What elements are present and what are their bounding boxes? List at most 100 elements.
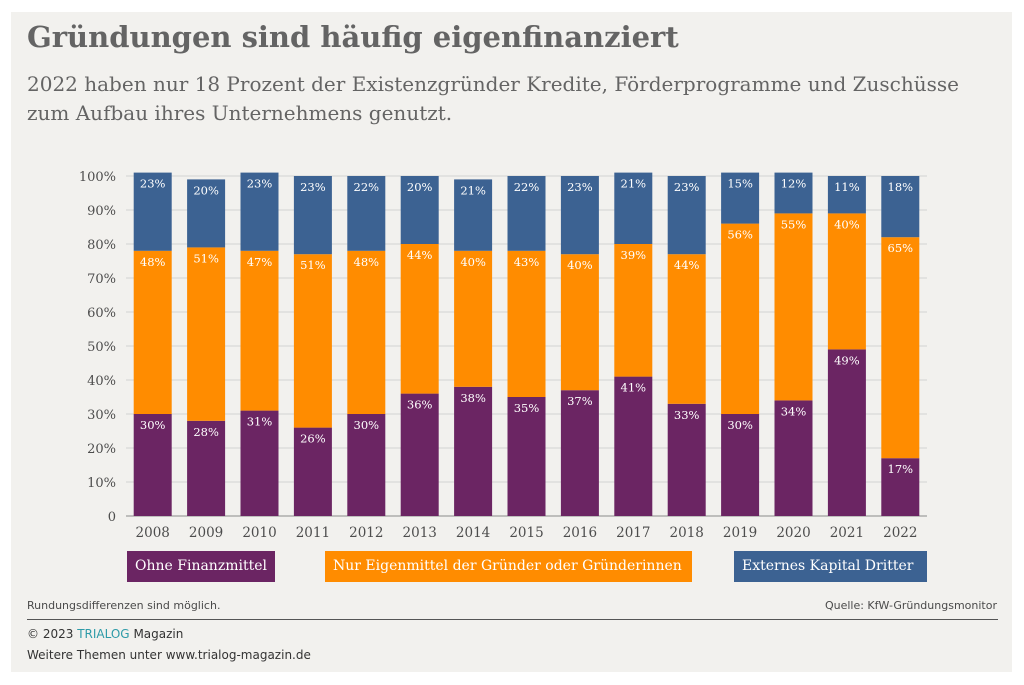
data-label: 31% — [247, 415, 273, 429]
chart-subtitle: 2022 haben nur 18 Prozent der Existenzgr… — [27, 72, 960, 125]
y-tick-label: 60% — [87, 306, 116, 321]
bar-segment — [881, 458, 920, 516]
data-label: 12% — [781, 177, 807, 191]
copyright-suffix: Magazin — [133, 627, 184, 641]
data-label: 23% — [674, 180, 700, 194]
bar-segment — [133, 172, 172, 251]
data-label: 23% — [567, 180, 593, 194]
bar-segment — [774, 213, 813, 401]
x-tick-label: 2016 — [563, 525, 597, 541]
data-label: 30% — [354, 418, 380, 432]
bar-segment — [774, 172, 813, 214]
bar-segment — [293, 176, 332, 255]
data-label: 34% — [781, 404, 807, 418]
source-note: Quelle: KfW-Gründungsmonitor — [824, 599, 997, 612]
bar-segment — [400, 393, 439, 516]
chart-frame: Gründungen sind häufig eigenfinanziert 2… — [11, 12, 1012, 672]
footer-divider — [27, 619, 998, 620]
data-label: 28% — [193, 425, 219, 439]
bar-segment — [560, 390, 599, 516]
bar-segment — [454, 179, 493, 251]
data-label: 43% — [514, 255, 540, 269]
data-label: 40% — [460, 255, 486, 269]
bar-segment — [347, 414, 386, 516]
y-tick-label: 0 — [108, 510, 116, 525]
x-tick-label: 2009 — [189, 525, 223, 541]
data-label: 48% — [140, 255, 166, 269]
data-label: 40% — [567, 258, 593, 272]
x-tick-label: 2014 — [456, 525, 490, 541]
bar-segment — [560, 254, 599, 391]
data-label: 39% — [621, 248, 647, 262]
bar-segment — [507, 250, 546, 397]
data-label: 23% — [140, 177, 166, 191]
data-label: 30% — [140, 418, 166, 432]
data-label: 17% — [888, 462, 914, 476]
data-label: 23% — [300, 180, 326, 194]
data-label: 56% — [727, 228, 753, 242]
x-axis-ticks: 2008 2009 2010 2011 2012 2013 2014 2015 2016 2017… — [136, 525, 918, 541]
x-tick-label: 2018 — [670, 525, 704, 541]
x-tick-label: 2008 — [136, 525, 170, 541]
bar-segment — [400, 176, 439, 244]
x-tick-label: 2013 — [403, 525, 437, 541]
bar-segment — [667, 403, 706, 516]
x-tick-label: 2011 — [296, 525, 330, 541]
data-label: 51% — [193, 251, 219, 265]
data-label: 48% — [354, 255, 380, 269]
data-label: 20% — [407, 180, 433, 194]
data-label: 15% — [727, 177, 753, 191]
data-label: 21% — [460, 183, 486, 197]
x-tick-label: 2021 — [830, 525, 864, 541]
y-tick-label: 20% — [87, 442, 116, 457]
data-label: 51% — [300, 258, 326, 272]
data-label: 37% — [567, 394, 593, 408]
bar-segment — [187, 179, 226, 248]
bar-segment — [240, 410, 279, 516]
bar-segment — [560, 176, 599, 255]
bar-segment — [614, 244, 653, 377]
bar-segment — [187, 247, 226, 421]
bar-segment — [827, 176, 866, 214]
data-label: 26% — [300, 432, 326, 446]
bar-segment — [347, 250, 386, 414]
y-tick-label: 10% — [87, 476, 116, 491]
data-label: 35% — [514, 401, 540, 415]
bar-segment — [187, 420, 226, 516]
rounding-note: Rundungsdifferenzen sind möglich. — [27, 599, 221, 612]
x-tick-label: 2017 — [616, 525, 650, 541]
data-label: 30% — [727, 418, 753, 432]
y-tick-label: 90% — [87, 204, 116, 219]
data-label: 65% — [888, 241, 914, 255]
y-axis-ticks: 0 10% 20% 30% 40% 50% 60% 70% 80% 90% 100% — [79, 170, 116, 525]
data-label: 40% — [834, 217, 860, 231]
x-tick-label: 2012 — [349, 525, 383, 541]
bar-segment — [400, 244, 439, 394]
x-tick-label: 2020 — [776, 525, 810, 541]
data-label: 49% — [834, 353, 860, 367]
bar-segment — [347, 176, 386, 251]
x-tick-label: 2022 — [883, 525, 917, 541]
bar-segment — [774, 400, 813, 516]
bar-segment — [881, 176, 920, 238]
data-label: 44% — [674, 258, 700, 272]
bar-segment — [827, 349, 866, 516]
bar-segment — [240, 172, 279, 251]
y-tick-label: 30% — [87, 408, 116, 423]
legend-externes-kapital: Externes Kapital Dritter — [734, 551, 927, 582]
bar-segment — [721, 414, 760, 516]
chart-title: Gründungen sind häufig eigenfinanziert — [27, 20, 679, 54]
legend-nur-eigenmittel: Nur Eigenmittel der Gründer oder Gründer… — [325, 551, 692, 582]
data-label: 20% — [193, 183, 219, 197]
data-label: 36% — [407, 398, 433, 412]
bar-segment — [133, 414, 172, 516]
copyright-line: © 2023 TRIALOG Magazin — [27, 627, 183, 641]
bar-segment — [721, 223, 760, 414]
bar-segment — [454, 386, 493, 516]
data-label: 22% — [354, 180, 380, 194]
bar-segment — [507, 176, 546, 251]
bar-segment — [667, 254, 706, 404]
data-label: 47% — [247, 255, 273, 269]
bar-segment — [721, 172, 760, 224]
bar-segment — [881, 237, 920, 459]
